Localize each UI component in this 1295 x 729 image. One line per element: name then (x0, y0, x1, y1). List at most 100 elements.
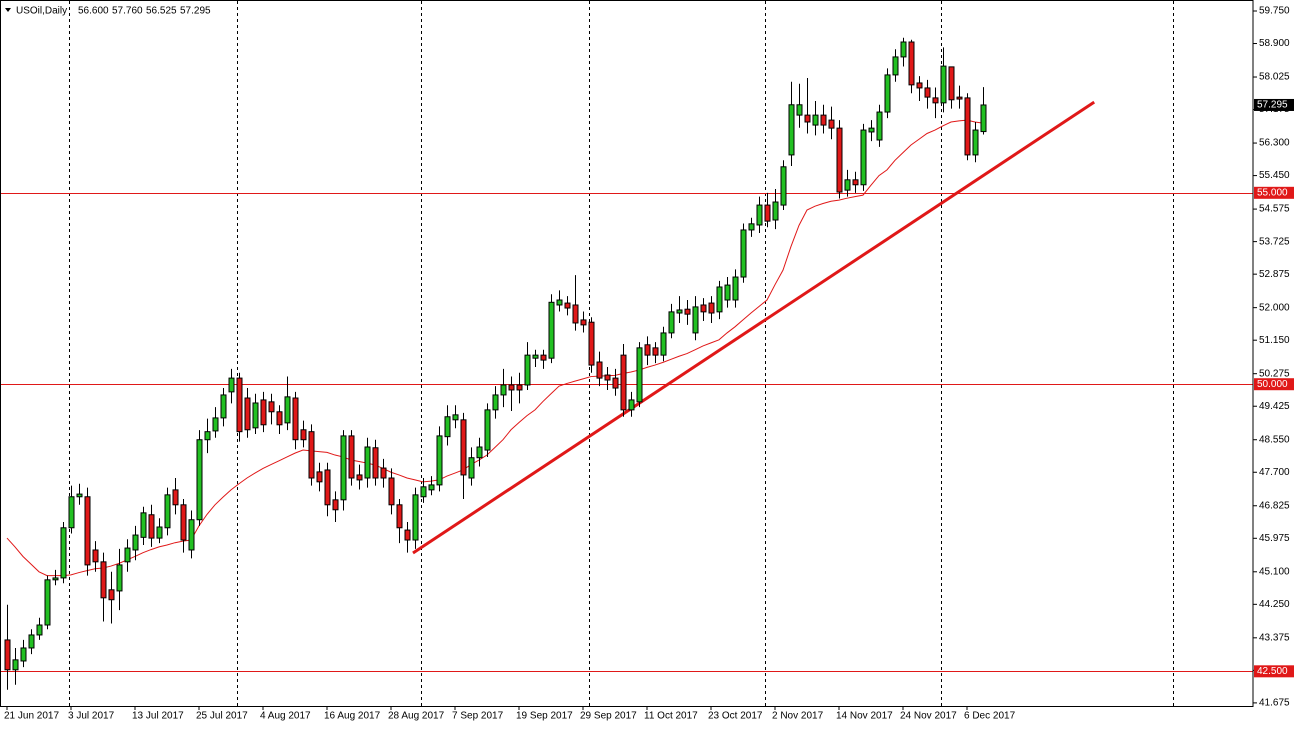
candle-body (348, 435, 355, 479)
candle-body (412, 494, 419, 541)
last-price-tag (1254, 98, 1294, 111)
header-open: 56.600 (78, 6, 109, 17)
candle-body (980, 104, 987, 133)
candle-body (244, 397, 251, 431)
candle-body (196, 439, 203, 521)
moving-average (6, 119, 984, 577)
candle-body (76, 493, 83, 498)
candle-body (724, 284, 731, 301)
header-high: 57.760 (112, 6, 143, 17)
x-tick-label: 16 Aug 2017 (324, 711, 381, 722)
candle-body (884, 74, 891, 113)
candle-body (636, 347, 643, 403)
candle-body (564, 302, 571, 309)
level-tag (1254, 665, 1294, 678)
y-tick-label: 44.250 (1259, 599, 1290, 610)
candle-body (92, 549, 99, 563)
candle-body (924, 87, 931, 98)
candle-body (708, 302, 715, 314)
candle-body (556, 299, 563, 306)
candle-body (612, 377, 619, 389)
candle-body (220, 394, 227, 419)
candle-body (452, 414, 459, 421)
candle-body (780, 166, 787, 206)
y-tick-label: 53.725 (1259, 236, 1290, 247)
y-tick-label: 49.425 (1259, 401, 1290, 412)
candle-body (740, 229, 747, 278)
candle-body (436, 435, 443, 486)
trendline (412, 100, 1096, 555)
candle-body (532, 354, 539, 359)
candle-body (820, 114, 827, 126)
candle-body (396, 504, 403, 529)
candle-body (588, 321, 595, 366)
candle-body (380, 467, 387, 479)
candle-body (356, 474, 363, 481)
candle-body (332, 499, 339, 511)
candle-body (284, 396, 291, 424)
axes: 59.75058.90058.02557.17556.30055.45054.5… (4, 6, 1294, 722)
x-tick-label: 29 Sep 2017 (580, 711, 637, 722)
candle-body (676, 309, 683, 314)
header-close: 57.295 (180, 6, 211, 17)
y-tick-label: 55.450 (1259, 170, 1290, 181)
x-tick-label: 19 Sep 2017 (516, 711, 573, 722)
candle-body (684, 308, 691, 315)
candle-body (212, 417, 219, 432)
price-axis-background (1253, 0, 1295, 729)
candle-body (28, 634, 35, 649)
level-tag (1254, 186, 1294, 199)
candle-body (916, 82, 923, 89)
candle-body (900, 41, 907, 58)
candle-body (12, 659, 19, 671)
y-tick-label: 59.750 (1259, 6, 1290, 17)
y-tick-label: 47.700 (1259, 467, 1290, 478)
candle-body (876, 111, 883, 141)
candle-body (868, 127, 875, 133)
candle-body (668, 311, 675, 334)
candle-body (68, 496, 75, 529)
y-tick-label: 52.000 (1259, 302, 1290, 313)
candle-body (540, 354, 547, 361)
candle-body (804, 114, 811, 123)
candle-body (188, 519, 195, 551)
y-tick-label: 56.300 (1259, 138, 1290, 149)
y-tick-label: 52.875 (1259, 269, 1290, 280)
candle-body (500, 384, 507, 396)
candle-body (716, 286, 723, 313)
candle-body (652, 347, 659, 356)
candle-body (340, 435, 347, 501)
candle-body (100, 561, 107, 599)
candle-body (524, 354, 531, 386)
header-low: 56.525 (146, 6, 177, 17)
candle-body (156, 526, 163, 539)
candle-body (228, 377, 235, 393)
level-tag (1254, 378, 1294, 391)
candle-body (828, 119, 835, 129)
candle-body (892, 56, 899, 76)
candle-body (292, 397, 299, 441)
x-tick-label: 3 Jul 2017 (68, 711, 115, 722)
candle-body (420, 486, 427, 498)
candle-body (444, 416, 451, 438)
candle-body (852, 179, 859, 186)
candle-body (252, 402, 259, 429)
candle-body (204, 431, 211, 441)
level-tag-label: 42.500 (1257, 666, 1288, 677)
candle-body (428, 484, 435, 491)
candle-body (844, 179, 851, 191)
menu-arrow[interactable] (5, 8, 11, 12)
candle-body (324, 469, 331, 506)
y-tick-label: 46.825 (1259, 500, 1290, 511)
candle-body (620, 354, 627, 411)
y-tick-label: 58.025 (1259, 72, 1290, 83)
x-tick-label: 7 Sep 2017 (452, 711, 504, 722)
candle-body (60, 527, 67, 579)
candle-body (764, 204, 771, 222)
candle-body (236, 377, 243, 433)
candle-body (124, 547, 131, 563)
symbol: USOil,Daily (16, 6, 67, 17)
candle-body (268, 401, 275, 413)
candle-body (260, 399, 267, 426)
